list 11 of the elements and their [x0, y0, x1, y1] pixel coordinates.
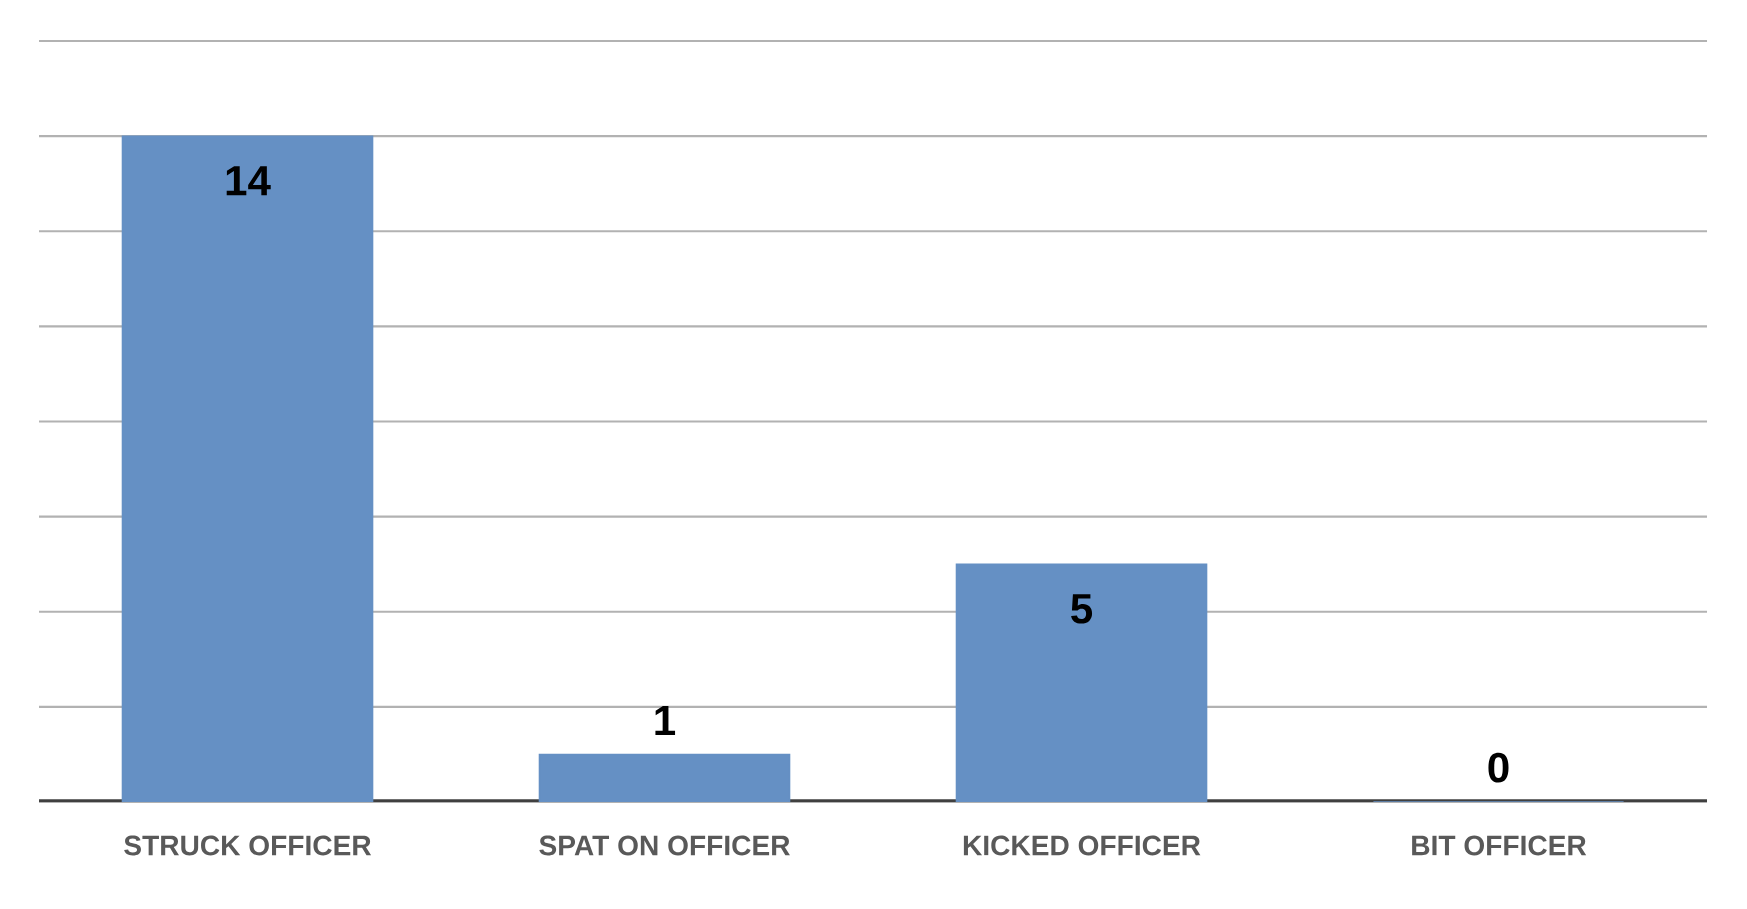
x-tick-label: STRUCK OFFICER: [124, 835, 372, 856]
data-label: 0: [1488, 752, 1509, 783]
data-label: 1: [655, 706, 676, 735]
x-tick-label: SPAT ON OFFICER: [539, 835, 790, 856]
data-label: 14: [226, 166, 271, 196]
bar: [121, 135, 374, 802]
bar: [538, 753, 791, 802]
data-label: 5: [1071, 594, 1093, 624]
bar: [955, 563, 1208, 802]
x-tick-label: BIT OFFICER: [1412, 835, 1587, 856]
x-tick-label: KICKED OFFICER: [963, 835, 1201, 856]
